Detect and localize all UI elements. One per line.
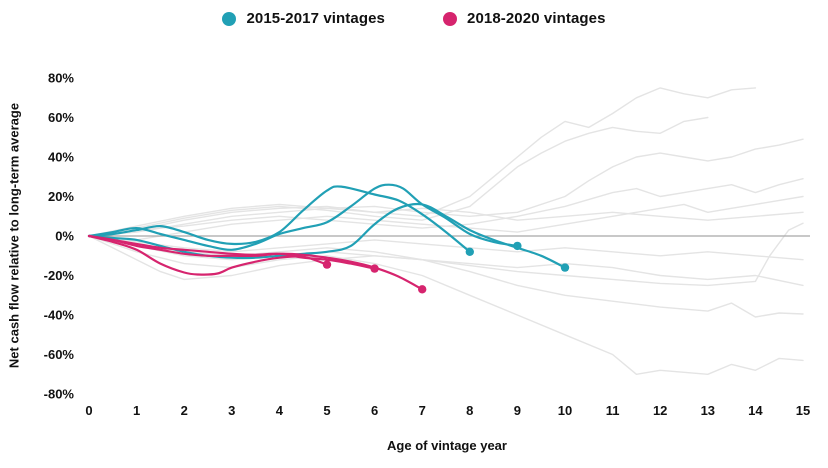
y-tick-label: 60% [48, 110, 74, 125]
series-end-dot [322, 260, 332, 269]
y-tick-label: 40% [48, 150, 74, 165]
legend-item-2015-2017[interactable]: 2015-2017 vintages [222, 10, 385, 27]
y-tick-label: -40% [44, 308, 75, 323]
y-axis-title: Net cash flow relative to long-term aver… [6, 102, 22, 369]
background-line [88, 116, 709, 237]
x-tick-label: 4 [276, 403, 284, 418]
teal-legend-dot-icon [222, 11, 237, 26]
x-tick-label: 11 [606, 403, 620, 418]
legend-label-2018-2020: 2018-2020 vintages [467, 10, 606, 27]
x-tick-label: 3 [228, 403, 235, 418]
x-tick-label: 1 [133, 403, 140, 418]
x-tick-label: 2 [181, 403, 188, 418]
chart-legend: 2015-2017 vintages 2018-2020 vintages [0, 10, 828, 27]
series-line [87, 185, 471, 253]
x-tick-label: 12 [653, 403, 667, 418]
x-tick-label: 6 [371, 403, 378, 418]
series-line [87, 234, 329, 276]
legend-label-2015-2017: 2015-2017 vintages [246, 10, 385, 27]
background-line [88, 235, 804, 261]
series-end-dot [418, 285, 427, 294]
x-tick-label: 9 [514, 403, 521, 418]
series-end-dot [513, 241, 522, 251]
x-tick-label: 7 [419, 403, 426, 418]
y-tick-label: -20% [44, 268, 75, 283]
legend-item-2018-2020[interactable]: 2018-2020 vintages [443, 10, 606, 27]
background-line [88, 178, 804, 237]
x-tick-label: 10 [558, 403, 572, 418]
x-tick-label: 0 [85, 403, 92, 418]
series-end-dot [560, 263, 570, 272]
background-line [88, 235, 804, 287]
series-line [87, 234, 376, 270]
x-tick-label: 8 [466, 403, 473, 418]
series-end-dot [370, 264, 379, 273]
background-line [88, 203, 804, 237]
x-tick-label: 5 [323, 403, 330, 418]
y-tick-label: 0% [55, 229, 74, 244]
y-tick-label: 80% [48, 71, 74, 86]
x-tick-label: 15 [796, 403, 810, 418]
background-line [88, 138, 804, 237]
series-end-dot [465, 247, 474, 256]
x-axis-title: Age of vintage year [387, 438, 507, 453]
magenta-legend-dot-icon [443, 11, 457, 26]
y-tick-label: -60% [44, 347, 75, 362]
background-line [88, 195, 804, 241]
y-tick-label: 20% [48, 189, 74, 204]
background-line [88, 87, 757, 237]
x-tick-label: 14 [748, 403, 763, 418]
background-line [88, 222, 804, 287]
series-line [87, 183, 519, 251]
x-tick-label: 13 [701, 403, 715, 418]
y-tick-label: -80% [44, 387, 75, 402]
